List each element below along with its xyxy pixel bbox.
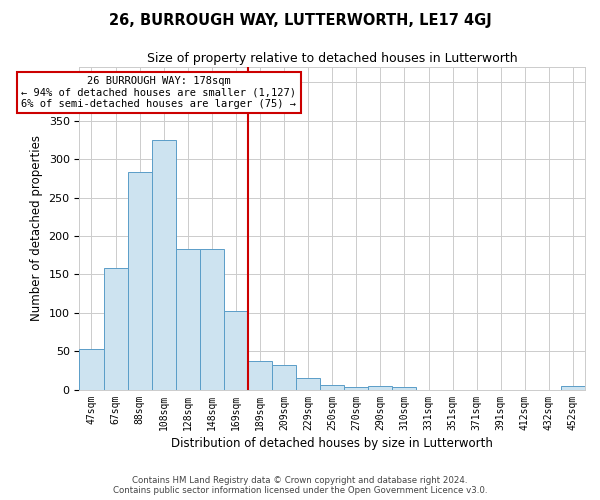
Bar [320, 386, 344, 390]
Bar [79, 349, 104, 390]
Title: Size of property relative to detached houses in Lutterworth: Size of property relative to detached ho… [147, 52, 518, 66]
Bar [248, 360, 272, 390]
Bar [176, 249, 200, 390]
Bar [392, 387, 416, 390]
Bar [272, 366, 296, 390]
Bar [344, 387, 368, 390]
Text: 26, BURROUGH WAY, LUTTERWORTH, LE17 4GJ: 26, BURROUGH WAY, LUTTERWORTH, LE17 4GJ [109, 12, 491, 28]
Bar [368, 386, 392, 390]
Bar [128, 172, 152, 390]
Bar [200, 249, 224, 390]
Text: 26 BURROUGH WAY: 178sqm
← 94% of detached houses are smaller (1,127)
6% of semi-: 26 BURROUGH WAY: 178sqm ← 94% of detache… [22, 76, 296, 109]
Bar [104, 268, 128, 390]
Y-axis label: Number of detached properties: Number of detached properties [30, 136, 43, 322]
Bar [296, 378, 320, 390]
Text: Contains HM Land Registry data © Crown copyright and database right 2024.
Contai: Contains HM Land Registry data © Crown c… [113, 476, 487, 495]
Bar [152, 140, 176, 390]
Bar [224, 312, 248, 390]
Bar [561, 386, 585, 390]
X-axis label: Distribution of detached houses by size in Lutterworth: Distribution of detached houses by size … [171, 437, 493, 450]
